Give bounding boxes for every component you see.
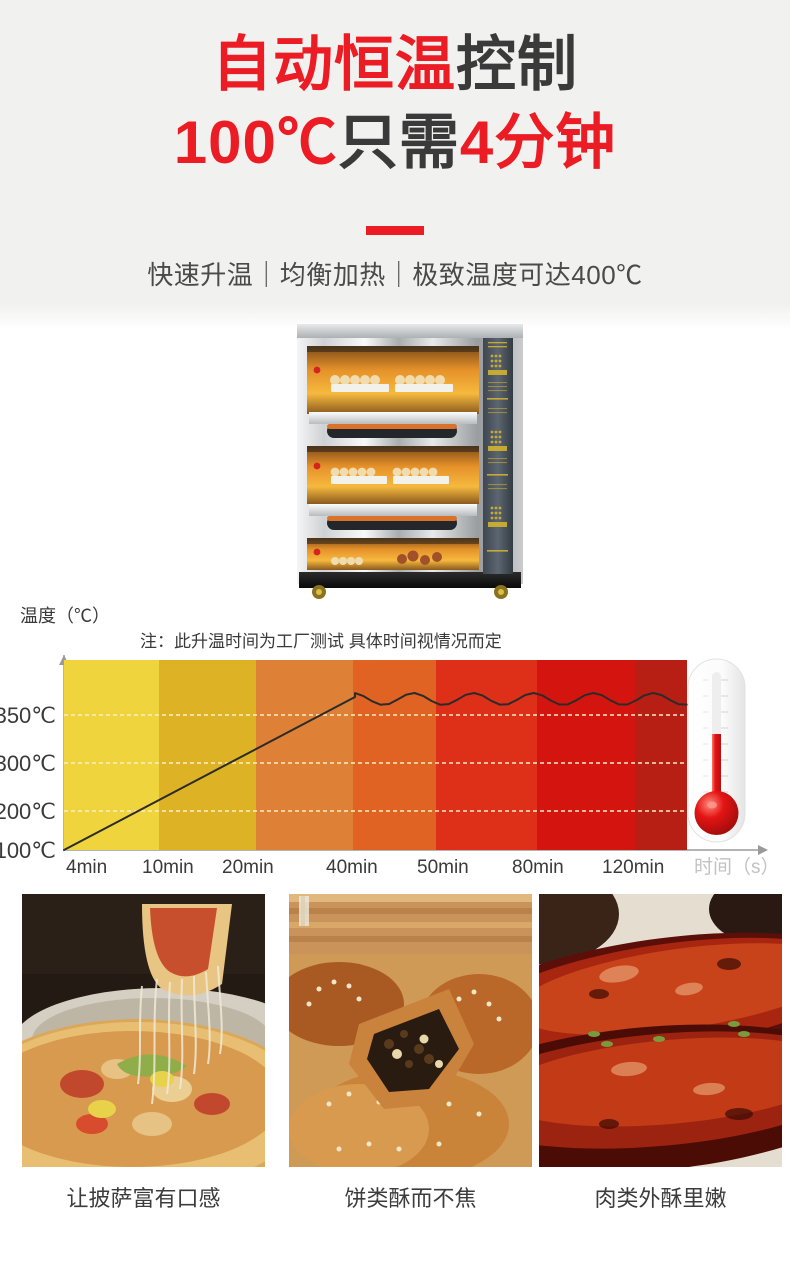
svg-text:200℃: 200℃ xyxy=(0,799,56,824)
svg-text:100℃: 100℃ xyxy=(0,838,56,863)
svg-text:4min: 4min xyxy=(66,857,107,878)
svg-text:10min: 10min xyxy=(142,857,194,878)
svg-text:40min: 40min xyxy=(326,857,378,878)
svg-text:时间（s）: 时间（s） xyxy=(694,856,780,878)
svg-text:20min: 20min xyxy=(222,857,274,878)
svg-text:80min: 80min xyxy=(512,857,564,878)
svg-text:120min: 120min xyxy=(602,857,664,878)
svg-text:300℃: 300℃ xyxy=(0,751,56,776)
svg-text:50min: 50min xyxy=(417,857,469,878)
svg-text:350℃: 350℃ xyxy=(0,703,56,728)
